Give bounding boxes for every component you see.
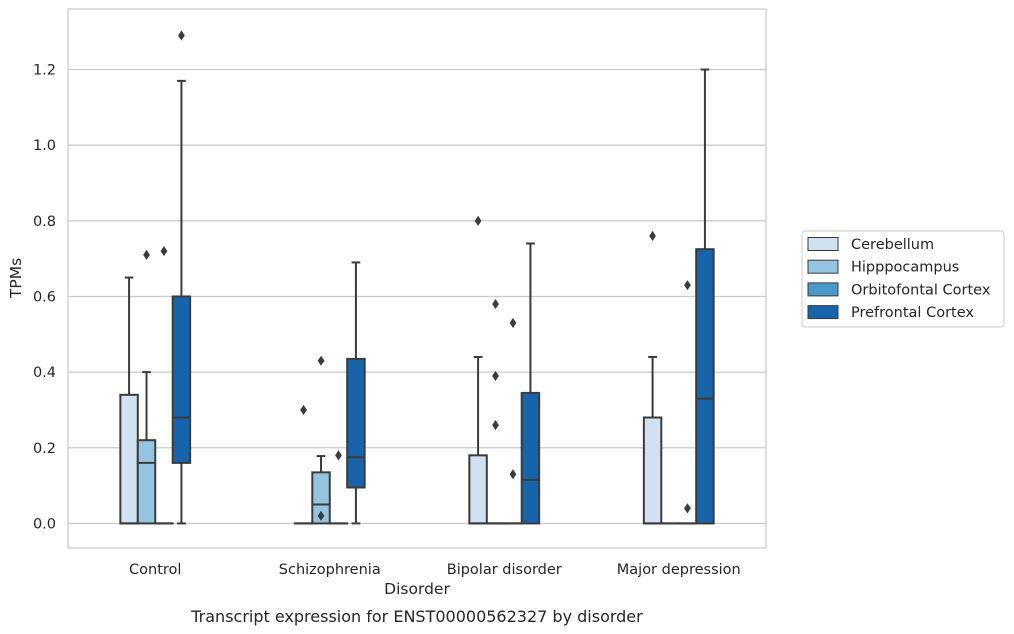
outlier-point [492,420,499,431]
y-tick-label: 0.0 [33,516,56,532]
legend-swatch [807,305,839,320]
box-plot-marks [119,30,715,525]
box-body [171,295,192,464]
box-1-3 [346,261,366,525]
x-tick-labels: Control Schizophrenia Bipolar disorder Majo… [129,562,741,578]
box-2-1 [485,298,506,525]
chart-caption: Transcript expression for ENST0000056232… [190,607,643,626]
x-tick-label: Bipolar disorder [447,562,562,578]
x-tick-label: Major depression [617,562,741,578]
box-body [136,439,157,525]
box-3-2 [677,280,698,525]
legend-swatch [807,259,839,274]
y-axis-title: TPMs [7,258,25,299]
box-body [346,357,366,489]
box-body [520,391,541,525]
x-axis-title: Disorder [384,580,450,598]
y-tick-label: 1.0 [33,138,56,154]
outlier-point [649,230,656,241]
box-0-0 [119,276,139,525]
outlier-point [684,280,691,291]
box-body [695,248,715,525]
outlier-point [143,249,150,260]
box-1-2 [328,450,349,525]
legend-label: Orbitofontal Cortex [851,282,991,298]
box-3-0 [642,230,663,525]
y-tick-label: 0.2 [33,441,56,457]
outlier-point [509,469,517,480]
box-0-3 [171,30,192,525]
legend-swatch [807,237,839,251]
outlier-point [335,450,342,461]
legend-frame [801,230,1005,328]
y-tick-labels: 0.0 0.2 0.4 0.6 0.8 1.0 1.2 [33,63,56,533]
y-tick-label: 0.6 [33,289,56,305]
y-tick-label: 0.8 [33,214,56,230]
outlier-point [509,317,517,328]
outlier-point [160,246,168,257]
x-tick-label: Schizophrenia [279,562,381,578]
outlier-point [317,510,325,521]
outlier-point [474,215,482,226]
outlier-point [492,370,499,381]
box-0-1 [136,249,157,525]
box-1-1 [311,355,331,525]
box-2-2 [503,317,523,525]
legend-swatch [807,282,839,297]
box-3-3 [695,68,715,525]
legend-label: Hipppocampus [851,260,959,276]
x-tick-label: Control [129,562,181,578]
box-0-2 [154,246,174,525]
box-body [119,393,139,525]
legend-label: Prefrontal Cortex [851,305,974,321]
outlier-point [300,404,307,415]
outlier-point [317,355,325,366]
legend: Cerebellum Hipppocampus Orbitofontal Corte… [801,230,1005,328]
outlier-point [684,503,691,514]
outlier-point [178,30,185,41]
box-2-0 [468,215,488,525]
y-tick-label: 0.4 [33,365,56,381]
box-1-0 [293,404,314,525]
legend-label: Cerebellum [851,237,934,253]
box-body [468,454,488,525]
plot-area-frame [67,8,767,549]
legend-items: Cerebellum Hipppocampus Orbitofontal Corte… [807,237,991,321]
box-body [642,416,663,525]
box-2-3 [520,242,541,525]
outlier-point [492,298,499,310]
y-tick-label: 1.2 [33,63,56,79]
box-body [311,471,331,525]
